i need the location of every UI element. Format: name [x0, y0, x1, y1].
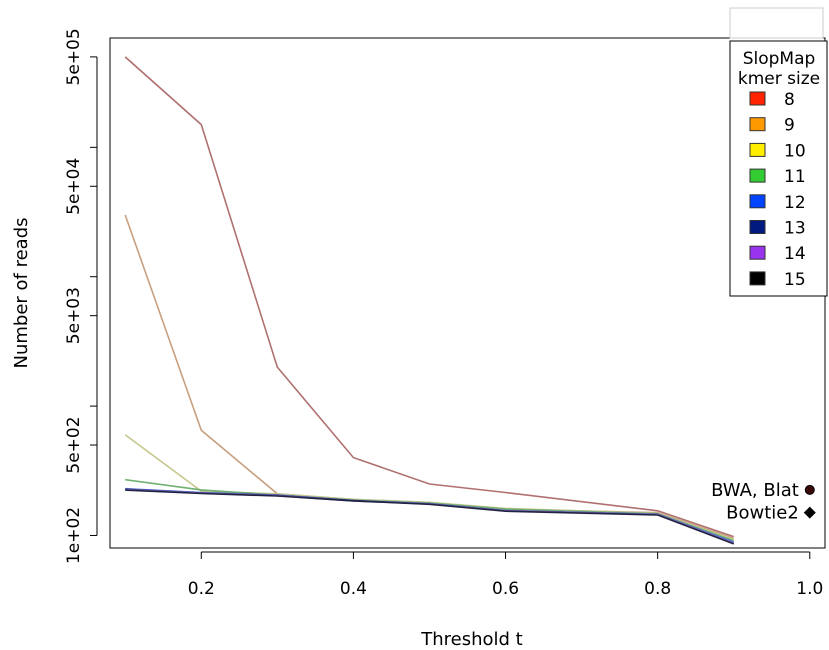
- legend-label: 15: [784, 270, 806, 290]
- legend-swatch: [749, 91, 766, 106]
- y-axis-label: Number of reads: [11, 217, 32, 368]
- legend-label: 10: [784, 141, 806, 161]
- legend-ghost-box: [729, 7, 824, 39]
- legend-label: 12: [784, 193, 806, 213]
- point-circle: [804, 484, 815, 495]
- series-line-7: [125, 489, 734, 545]
- y-axis: 1e+02 5e+02 5e+03 5e+04 5e+05: [64, 28, 98, 564]
- x-tick-label: 0.8: [644, 579, 671, 599]
- series-line-2: [124, 434, 734, 541]
- legend-box: [729, 40, 828, 297]
- legend-swatch: [749, 168, 766, 183]
- legend-swatch: [749, 271, 766, 286]
- y-tick-label: 1e+02: [64, 507, 84, 564]
- point-label: Bowtie2: [726, 503, 799, 524]
- point-diamond: [803, 506, 816, 519]
- y-tick-label: 5e+05: [64, 28, 84, 85]
- x-axis-label: Threshold t: [420, 629, 523, 650]
- legend-label: 11: [784, 167, 806, 187]
- x-tick-label: 0.6: [492, 579, 519, 599]
- series-line-0: [124, 56, 734, 538]
- legend-swatch: [749, 245, 766, 260]
- y-tick-label: 5e+02: [64, 416, 84, 473]
- legend-label: 9: [784, 116, 795, 136]
- legend: SlopMap kmer size 8 9 10 11 12 13 14 15: [729, 40, 828, 297]
- legend-label: 13: [784, 219, 806, 239]
- legend-label: 14: [784, 244, 806, 264]
- series-line-5: [125, 488, 734, 545]
- x-tick-label: 1.0: [796, 579, 823, 599]
- point-label: BWA, Blat: [711, 480, 799, 501]
- series-line-1: [124, 214, 734, 540]
- series-layer: [124, 56, 734, 545]
- x-axis: 0.2 0.4 0.6 0.8 1.0: [188, 551, 823, 599]
- legend-title-line2: kmer size: [738, 69, 820, 89]
- legend-swatch: [749, 220, 766, 234]
- legend-label: 8: [784, 90, 795, 110]
- series-line-6: [125, 488, 734, 545]
- series-line-3: [125, 478, 734, 542]
- x-tick-label: 0.2: [188, 579, 215, 599]
- legend-title-line1: SlopMap: [743, 49, 816, 69]
- legend-swatch: [749, 117, 766, 132]
- legend-swatch: [749, 142, 766, 157]
- plot-frame: [109, 37, 826, 549]
- legend-swatch: [749, 194, 766, 209]
- y-tick-label: 5e+04: [64, 158, 84, 215]
- x-tick-label: 0.4: [340, 579, 367, 599]
- y-tick-label: 5e+03: [64, 287, 84, 344]
